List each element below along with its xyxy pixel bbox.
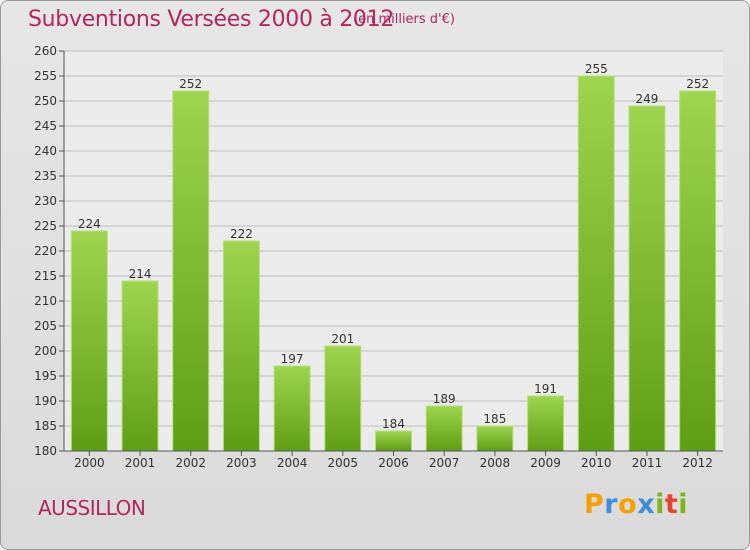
logo-letter: o [618,489,638,520]
y-tick-label: 245 [34,119,57,133]
y-tick-label: 240 [34,144,57,158]
x-tick-label: 2002 [175,456,206,470]
logo-letter: t [664,489,679,520]
logo-letter: i [678,489,689,520]
place-name: AUSSILLON [38,496,146,520]
data-label: 214 [129,267,152,281]
x-tick-label: 2003 [226,456,257,470]
bar-2001 [121,280,159,452]
bar-2005 [324,345,362,452]
bar-2002 [172,90,210,452]
logo-letter: i [655,489,665,520]
x-tick-label: 2011 [632,456,663,470]
bar-2012 [679,90,717,452]
data-label: 197 [281,352,304,366]
chart-title: Subventions Versées 2000 à 2012 [28,7,395,32]
y-tick-label: 210 [34,294,57,308]
x-tick-label: 2000 [74,456,105,470]
data-label: 185 [483,412,506,426]
y-tick-label: 225 [34,219,57,233]
y-tick-label: 180 [34,444,57,458]
x-tick-label: 2010 [581,456,612,470]
logo-letter: x [637,489,656,520]
bar-2003 [222,240,260,452]
data-label: 252 [686,77,709,91]
x-tick-label: 2008 [480,456,511,470]
y-tick-label: 205 [34,319,57,333]
data-label: 189 [433,392,456,406]
x-tick-label: 2009 [530,456,561,470]
proxiti-logo: Proxiti [584,489,688,520]
bar-2008 [476,425,514,452]
bar-2009 [527,395,565,452]
y-tick-label: 220 [34,244,57,258]
x-tick-label: 2001 [125,456,156,470]
y-tick-label: 230 [34,194,57,208]
bar-2006 [375,430,412,452]
y-tick-label: 200 [34,344,57,358]
data-label: 249 [636,92,659,106]
y-tick-label: 260 [34,44,57,58]
x-tick-label: 2007 [429,456,460,470]
logo-letter: P [584,489,605,520]
bar-2011 [628,105,666,452]
data-label: 184 [382,417,405,431]
y-tick-label: 215 [34,269,57,283]
bar-2000 [70,230,108,452]
x-tick-label: 2012 [682,456,713,470]
y-tick-label: 235 [34,169,57,183]
y-tick-label: 195 [34,369,57,383]
y-tick-label: 185 [34,419,57,433]
bar-2004 [273,365,311,452]
x-tick-label: 2006 [378,456,409,470]
bar-2007 [425,405,463,452]
x-tick-label: 2004 [277,456,308,470]
data-label: 224 [78,217,101,231]
data-label: 252 [179,77,202,91]
data-label: 191 [534,382,557,396]
y-tick-label: 250 [34,94,57,108]
data-label: 201 [331,332,354,346]
y-tick-label: 190 [34,394,57,408]
chart-subtitle: (en milliers d'€) [353,12,455,27]
logo-letter: r [604,489,619,520]
x-tick-label: 2005 [328,456,359,470]
data-label: 222 [230,227,253,241]
bar-2010 [577,75,615,452]
data-label: 255 [585,62,608,76]
y-tick-label: 255 [34,69,57,83]
